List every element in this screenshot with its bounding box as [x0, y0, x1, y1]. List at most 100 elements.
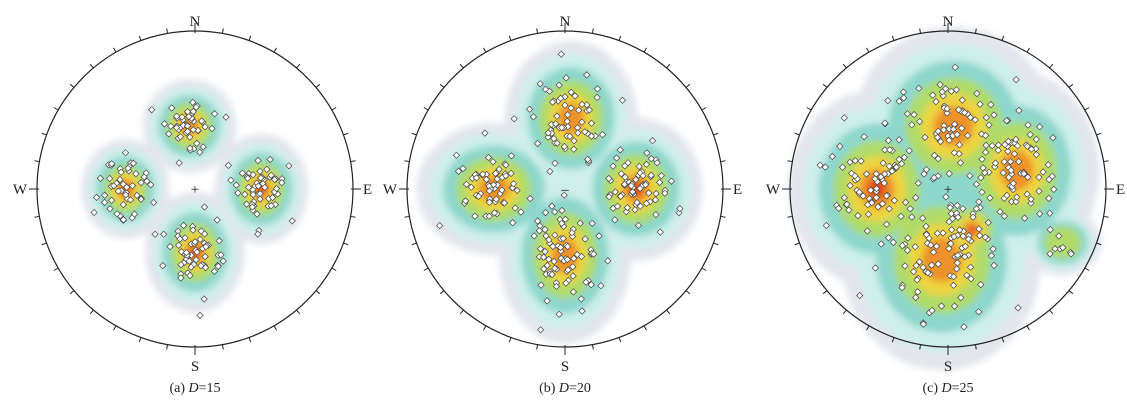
tick-mark	[1084, 107, 1090, 111]
pole-point	[479, 170, 487, 178]
pole-point	[176, 133, 185, 141]
pole-point	[269, 193, 277, 202]
stereonet-panel-c: + N S E W (c) D=25	[766, 14, 1125, 396]
tick-mark	[643, 325, 647, 331]
pole-point	[536, 222, 544, 230]
pole-point	[575, 106, 583, 114]
pole-point	[676, 204, 684, 213]
pole-point	[954, 213, 962, 221]
pole-point	[647, 171, 655, 179]
pole-point	[569, 288, 578, 296]
pole-point	[254, 156, 262, 165]
pole-point	[551, 231, 559, 239]
pole-point	[210, 267, 219, 276]
pole-point	[583, 71, 591, 79]
pole-point	[160, 120, 169, 128]
pole-point	[961, 253, 969, 261]
pole-point	[908, 121, 916, 129]
tick-mark	[41, 242, 47, 246]
pole-point	[159, 230, 168, 238]
pole-point	[133, 191, 141, 200]
pole-point	[955, 150, 963, 158]
pole-point	[999, 169, 1007, 177]
pole-point	[557, 50, 565, 58]
tick-mark	[1103, 215, 1109, 218]
pole-point	[278, 175, 286, 183]
pole-point	[560, 142, 569, 151]
pole-point	[953, 130, 961, 139]
tick-mark	[41, 132, 47, 136]
pole-point	[632, 175, 640, 184]
pole-point	[960, 323, 968, 331]
pole-point	[215, 237, 223, 245]
tick-mark	[1049, 309, 1054, 315]
tick-mark	[508, 337, 512, 343]
pole-point	[1013, 142, 1022, 150]
pole-point	[214, 262, 222, 271]
pole-point	[185, 112, 193, 121]
pole-point	[1007, 197, 1016, 206]
pole-point	[202, 243, 210, 251]
pole-point	[966, 113, 975, 122]
tick-mark	[439, 290, 445, 295]
pole-point	[947, 239, 955, 248]
pole-point	[655, 178, 664, 187]
pole-point	[509, 219, 517, 227]
pole-point	[936, 80, 944, 89]
pole-point	[994, 141, 1003, 149]
tick-mark	[1096, 242, 1102, 246]
pole-point	[851, 156, 859, 165]
pole-point	[256, 167, 264, 175]
pole-point	[855, 188, 864, 196]
pole-point	[493, 175, 501, 183]
tick-mark	[248, 35, 252, 41]
tick-mark	[591, 344, 594, 350]
tick-mark	[508, 35, 512, 41]
north-label-a: N	[190, 14, 201, 30]
tick-mark	[1026, 325, 1030, 331]
tick-mark	[891, 337, 895, 343]
pole-point	[892, 163, 901, 171]
pole-point	[620, 180, 629, 188]
pole-point	[123, 183, 131, 191]
pole-point	[459, 164, 467, 173]
pole-point	[569, 263, 577, 271]
pole-point	[949, 273, 958, 281]
pole-point	[535, 227, 544, 235]
pole-point	[151, 230, 159, 238]
pole-point	[843, 200, 851, 209]
pole-point	[878, 200, 887, 208]
pole-point	[525, 105, 534, 113]
pole-point	[950, 232, 958, 241]
pole-point	[898, 283, 906, 292]
contour-level-4	[847, 93, 1045, 297]
pole-point	[263, 165, 271, 174]
pole-point	[661, 189, 669, 197]
pole-point	[560, 191, 568, 199]
caption-c: (c) D=25	[922, 381, 973, 396]
pole-point	[187, 263, 195, 271]
tick-mark	[536, 344, 539, 350]
pole-point	[627, 182, 635, 190]
pole-point	[912, 193, 920, 202]
pole-point	[548, 202, 556, 210]
pole-point	[1067, 250, 1075, 258]
pole-point	[835, 204, 843, 213]
pole-point	[177, 261, 185, 269]
pole-point	[874, 203, 882, 211]
pole-point	[857, 157, 865, 165]
pole-point	[633, 198, 641, 207]
pole-point	[612, 154, 621, 162]
pole-point	[908, 213, 916, 221]
pole-point	[905, 147, 913, 155]
pole-point	[578, 118, 586, 126]
pole-point	[566, 132, 574, 141]
pole-point	[932, 242, 941, 250]
density-blob	[1000, 150, 1034, 191]
pole-point	[950, 302, 959, 310]
pole-point	[613, 202, 622, 210]
pole-point	[1026, 130, 1034, 139]
pole-point	[981, 233, 989, 241]
pole-point	[578, 307, 586, 315]
